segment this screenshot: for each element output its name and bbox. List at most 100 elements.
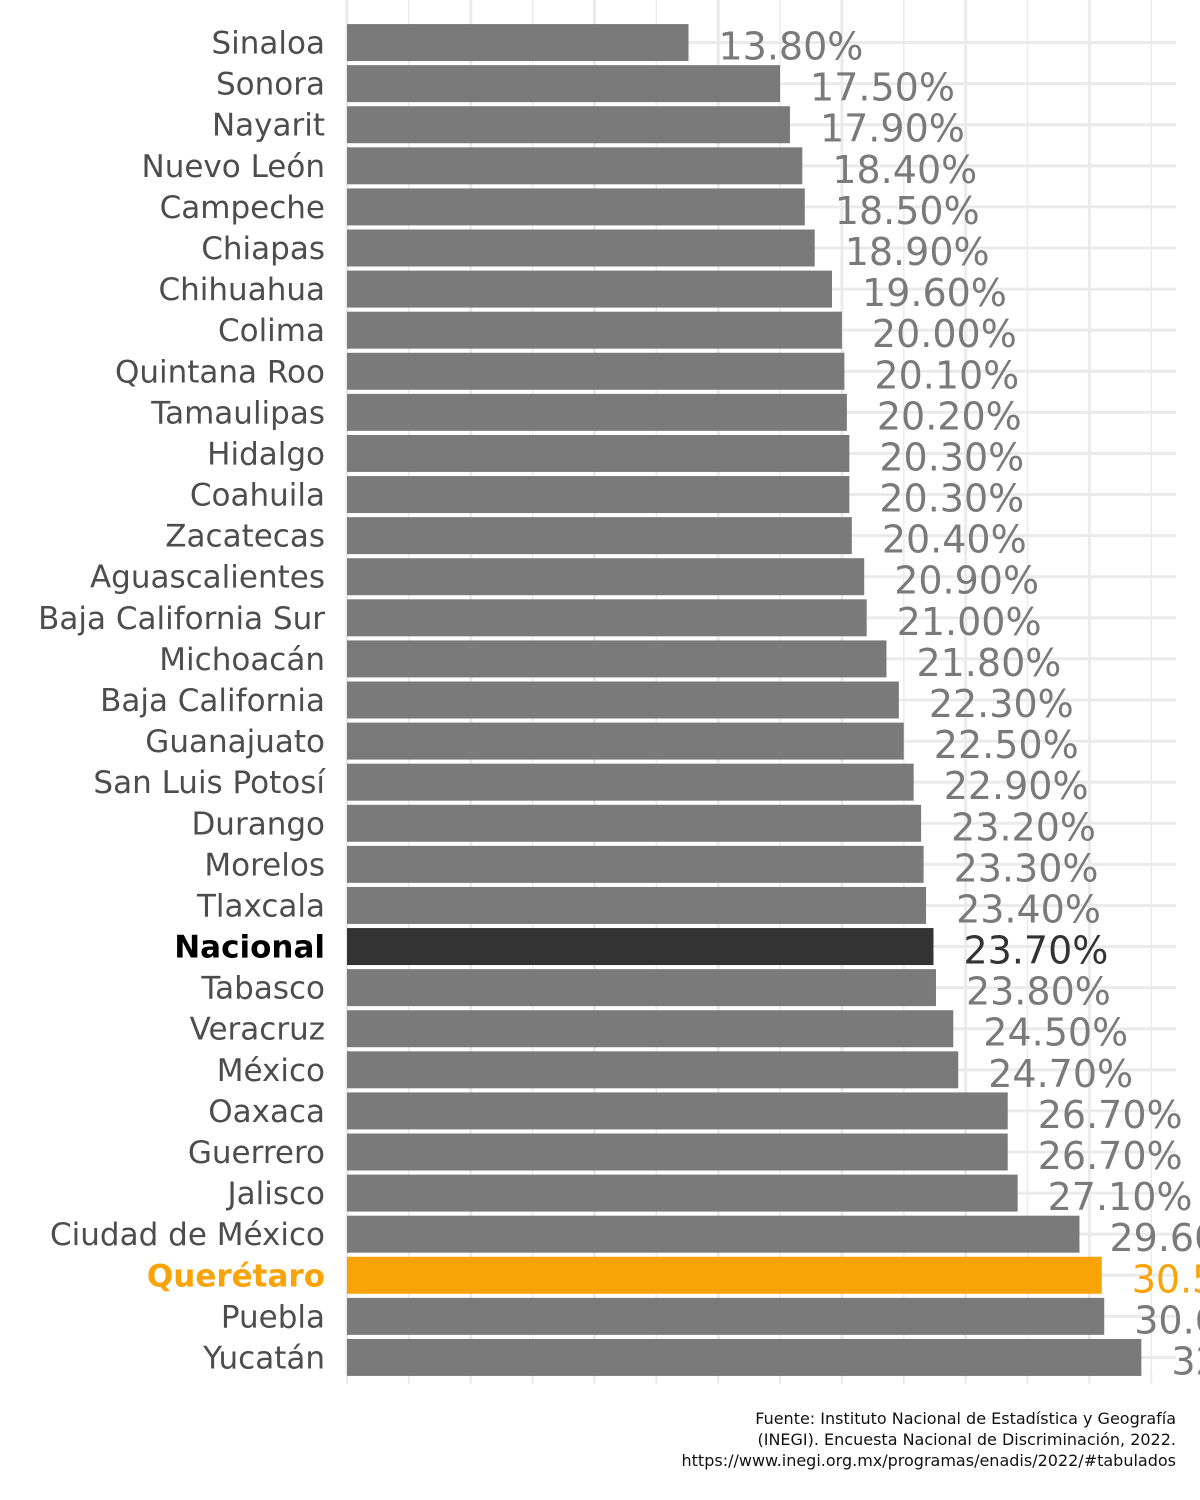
category-label: Baja California Sur (38, 601, 325, 637)
value-label: 22.50% (934, 723, 1079, 767)
bar-zacatecas (347, 517, 852, 555)
value-label: 18.40% (832, 148, 977, 192)
bar-yucatán (347, 1338, 1142, 1376)
bar-sinaloa (347, 24, 689, 62)
bar-oaxaca (347, 1092, 1008, 1130)
bar-nuevo-león (347, 147, 803, 185)
value-label: 29.60% (1109, 1216, 1200, 1260)
value-label: 13.80% (718, 25, 863, 69)
category-label: Zacatecas (165, 519, 325, 555)
category-label: Campeche (160, 190, 325, 226)
category-label: Colima (218, 313, 325, 349)
category-label: Durango (191, 806, 325, 842)
value-label: 23.70% (963, 929, 1108, 973)
bar-querétaro (347, 1256, 1102, 1294)
bar-chart: Sinaloa Sonora Nayarit Nuevo León Campeche Ch… (38, 0, 1200, 1384)
category-label: Veracruz (190, 1012, 325, 1048)
category-label: Nuevo León (142, 149, 326, 185)
category-label: Sonora (216, 67, 325, 103)
value-label: 30.60% (1134, 1298, 1200, 1342)
value-labels: 13.80%17.50%17.90%18.40%18.50%18.90%19.6… (718, 25, 1200, 1384)
bar-tamaulipas (347, 393, 847, 431)
bar-chiapas (347, 229, 815, 267)
bar-tabasco (347, 969, 936, 1007)
value-label: 23.40% (956, 887, 1101, 931)
value-label: 24.70% (988, 1052, 1133, 1096)
bar-colima (347, 311, 842, 349)
category-label: Baja California (100, 683, 325, 719)
category-labels: Sinaloa Sonora Nayarit Nuevo León Campeche Ch… (38, 26, 326, 1377)
value-label: 20.30% (879, 477, 1024, 521)
category-label: México (217, 1053, 325, 1089)
bar-méxico (347, 1051, 959, 1089)
value-label: 20.90% (894, 559, 1039, 603)
category-label: Nayarit (212, 108, 325, 144)
category-label: Aguascalientes (90, 560, 325, 596)
value-label: 30.50% (1132, 1257, 1200, 1301)
value-label: 21.00% (897, 600, 1042, 644)
bar-coahuila (347, 476, 850, 514)
category-label: Sinaloa (211, 26, 325, 62)
bar-guerrero (347, 1133, 1008, 1171)
value-label: 23.80% (966, 970, 1111, 1014)
source-line-2: (INEGI). Encuesta Nacional de Discrimina… (757, 1430, 1176, 1449)
category-label: Guerrero (188, 1135, 325, 1171)
bar-tlaxcala (347, 886, 927, 924)
bar-quintana-roo (347, 352, 845, 390)
value-label: 19.60% (862, 271, 1007, 315)
bar-guanajuato (347, 722, 904, 760)
bar-nayarit (347, 106, 790, 144)
source-line-1: Fuente: Instituto Nacional de Estadístic… (755, 1409, 1176, 1428)
bar-puebla (347, 1297, 1105, 1335)
category-label: Oaxaca (208, 1094, 325, 1130)
bar-baja-california (347, 681, 899, 719)
bar-baja-california-sur (347, 599, 867, 637)
category-label: Tlaxcala (196, 888, 325, 924)
category-label: Guanajuato (145, 724, 325, 760)
bar-morelos (347, 845, 924, 883)
category-label: Ciudad de México (50, 1217, 325, 1253)
value-label: 20.10% (874, 353, 1019, 397)
category-label: Tamaulipas (150, 395, 325, 431)
category-label: Querétaro (147, 1258, 325, 1294)
bar-hidalgo (347, 434, 850, 472)
category-label: San Luis Potosí (93, 765, 326, 801)
source-line-3: https://www.inegi.org.mx/programas/enadi… (681, 1451, 1176, 1470)
value-label: 23.30% (954, 846, 1099, 890)
value-label: 26.70% (1038, 1093, 1183, 1137)
value-label: 17.90% (820, 107, 965, 151)
bar-michoacán (347, 640, 887, 678)
value-label: 18.90% (845, 230, 990, 274)
bar-veracruz (347, 1010, 954, 1048)
value-label: 32.10% (1171, 1339, 1200, 1383)
value-label: 17.50% (810, 66, 955, 110)
bar-jalisco (347, 1174, 1018, 1212)
category-label: Yucatán (202, 1340, 325, 1376)
category-label: Hidalgo (207, 436, 325, 472)
bar-campeche (347, 188, 805, 226)
bar-san-luis-potosí (347, 763, 914, 801)
value-label: 26.70% (1038, 1134, 1183, 1178)
category-label: Coahuila (190, 478, 325, 514)
value-label: 23.20% (951, 805, 1096, 849)
category-label: Quintana Roo (115, 354, 325, 390)
bar-chihuahua (347, 270, 833, 308)
bar-nacional (347, 928, 934, 966)
category-label: Nacional (174, 930, 325, 966)
value-label: 20.00% (872, 312, 1017, 356)
category-label: Michoacán (159, 642, 325, 678)
bar-layer (347, 24, 1142, 1376)
value-label: 20.30% (879, 435, 1024, 479)
category-label: Chihuahua (159, 272, 326, 308)
category-label: Jalisco (225, 1176, 325, 1212)
category-label: Morelos (204, 847, 325, 883)
value-label: 20.20% (877, 394, 1022, 438)
bar-sonora (347, 65, 781, 103)
category-label: Puebla (221, 1299, 325, 1335)
value-label: 18.50% (835, 189, 980, 233)
value-label: 24.50% (983, 1011, 1128, 1055)
bar-durango (347, 804, 922, 842)
value-label: 22.90% (944, 764, 1089, 808)
source-note: Fuente: Instituto Nacional de Estadístic… (682, 1408, 1176, 1471)
